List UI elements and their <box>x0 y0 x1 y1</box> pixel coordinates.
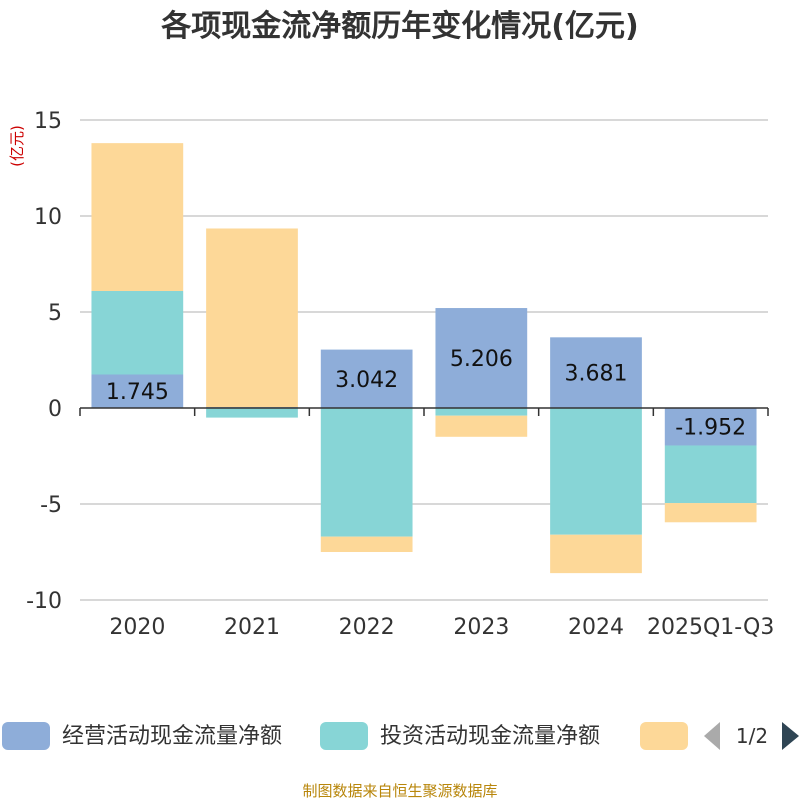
bar <box>206 408 298 418</box>
x-tick-label: 2023 <box>453 615 509 640</box>
x-tick-label: 2025Q1-Q3 <box>647 615 774 640</box>
legend-swatch <box>2 722 50 750</box>
bar <box>91 374 184 408</box>
y-tick-label: 10 <box>34 205 62 230</box>
bar <box>206 228 298 408</box>
data-label: 5.206 <box>450 347 513 372</box>
data-label: -1.952 <box>675 416 746 441</box>
legend-swatch <box>320 722 368 750</box>
legend-next-arrow-icon[interactable] <box>782 722 799 750</box>
data-label: 1.745 <box>106 380 169 405</box>
grid-lines <box>80 119 768 601</box>
data-label: 3.042 <box>335 368 398 393</box>
legend-swatch <box>640 722 688 750</box>
bar <box>320 349 413 408</box>
y-tick-label: 15 <box>34 109 62 134</box>
bar <box>320 536 413 552</box>
bar <box>435 408 528 416</box>
y-tick-label: 0 <box>48 397 62 422</box>
bar-series <box>91 143 757 574</box>
legend-page-indicator: 1/2 <box>736 724 768 748</box>
bar <box>91 143 184 291</box>
chart-title: 各项现金流净额历年变化情况(亿元) <box>160 9 638 44</box>
y-tick-label: -10 <box>26 589 62 614</box>
legend-label: 经营活动现金流量净额 <box>62 724 282 749</box>
bar <box>435 308 528 408</box>
data-labels: 1.745 3.042 5.206 3.681 -1.952 <box>106 347 746 441</box>
y-tick-label: -5 <box>40 493 62 518</box>
y-axis-ticks: 15 10 5 0 -5 -10 <box>26 109 62 614</box>
x-tick-label: 2024 <box>568 615 624 640</box>
legend: 经营活动现金流量净额 投资活动现金流量净额 <box>2 722 688 750</box>
data-label: 3.681 <box>565 362 628 387</box>
data-source-note: 制图数据来自恒生聚源数据库 <box>302 782 497 800</box>
legend-label: 投资活动现金流量净额 <box>380 724 600 749</box>
y-axis-unit-label: (亿元) <box>8 125 26 167</box>
bar <box>91 290 184 375</box>
y-tick-label: 5 <box>48 301 62 326</box>
x-tick-label: 2022 <box>339 615 395 640</box>
bar <box>550 534 642 574</box>
bar <box>550 408 642 535</box>
legend-pager: 1/2 <box>704 722 799 750</box>
x-tick-label: 2020 <box>109 615 165 640</box>
bar <box>320 408 413 537</box>
bar <box>664 408 757 446</box>
x-axis <box>79 407 769 416</box>
bar <box>550 337 642 408</box>
legend-prev-arrow-icon[interactable] <box>704 722 720 750</box>
bar <box>435 415 528 437</box>
bar <box>664 445 757 504</box>
bar <box>664 503 757 523</box>
x-tick-label: 2021 <box>224 615 280 640</box>
x-axis-ticks: 2020 2021 2022 2023 2024 2025Q1-Q3 <box>109 615 774 640</box>
